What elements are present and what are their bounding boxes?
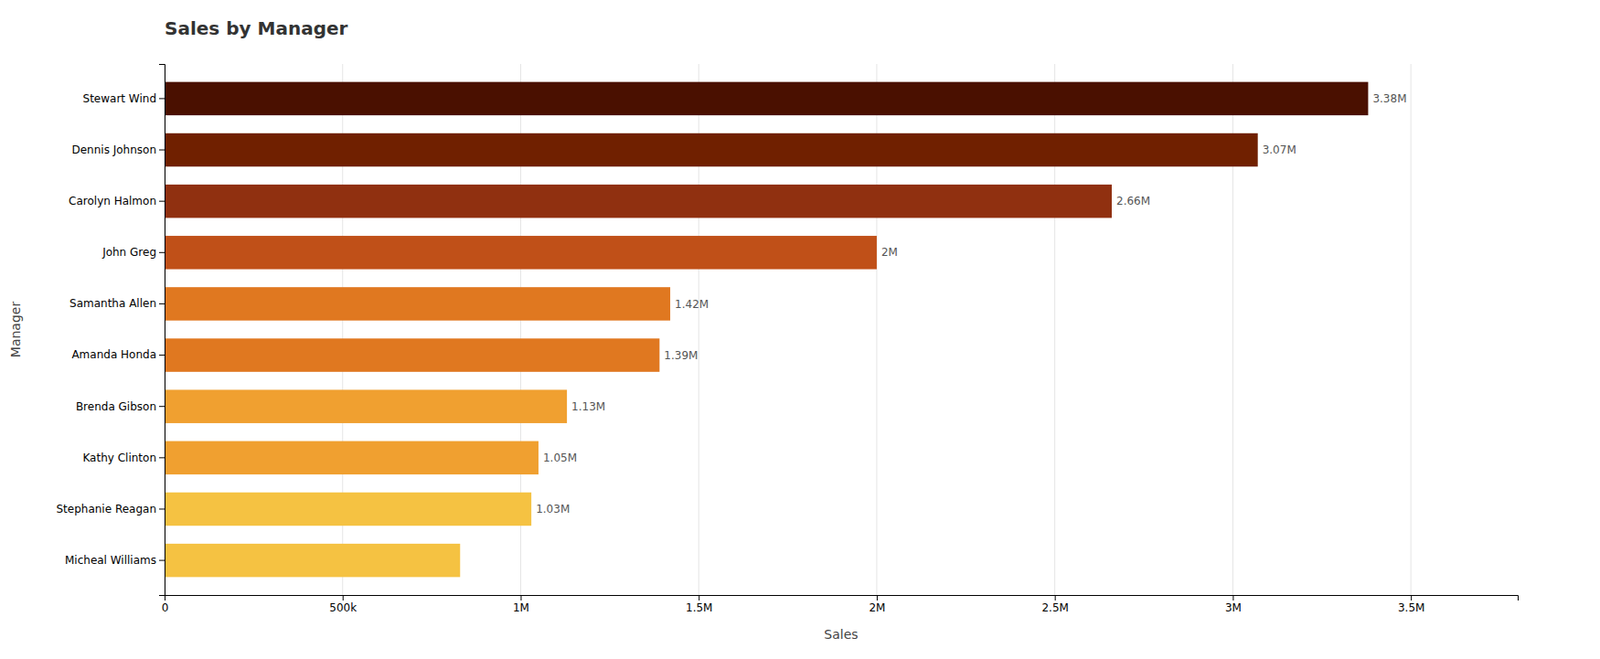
tick-mark: [159, 354, 165, 356]
axis-line: [165, 596, 1519, 602]
tick-mark: [342, 595, 344, 601]
tick: 1.5M: [685, 595, 713, 615]
tick-mark: [159, 560, 165, 562]
tick-mark: [159, 405, 165, 407]
data-labels: 1.03M 1.05M 1.13M 1.39M 1.42M 2M 2.66M 3.07M 3.3…: [535, 92, 1407, 516]
tick-label: 3.5M: [1397, 601, 1425, 615]
tick-mark: [159, 252, 165, 254]
data-label: 1.05M: [543, 451, 577, 465]
y-axis-title: Manager: [8, 301, 23, 359]
tick-label: Amanda Honda: [71, 348, 157, 362]
tick-mark: [1055, 595, 1056, 601]
tick: Kathy Clinton: [82, 451, 165, 465]
tick-label: 1M: [512, 601, 530, 615]
tick: Micheal Williams: [64, 554, 165, 567]
tick: Amanda Honda: [71, 348, 165, 362]
tick-label: Samantha Allen: [69, 297, 157, 310]
data-label: 1.03M: [535, 502, 570, 516]
tick-label: 0: [161, 601, 170, 615]
tick-label: John Greg: [101, 245, 157, 259]
bar: [164, 184, 1112, 218]
data-label: 2.66M: [1116, 194, 1151, 208]
tick: 0: [161, 595, 170, 615]
title: Sales by Manager: [164, 17, 349, 40]
tick-label: Kathy Clinton: [82, 451, 157, 465]
x-axis: 0 500k 1M 1.5M 2M 2.5M 3M 3.5M: [161, 595, 1519, 615]
tick: 500k: [329, 595, 357, 615]
tick-label: Stephanie Reagan: [55, 502, 157, 516]
x-axis-title: Sales: [823, 627, 858, 642]
data-label: 1.42M: [674, 298, 709, 311]
tick: Brenda Gibson: [75, 400, 165, 414]
data-label: 3.07M: [1262, 143, 1297, 157]
tick-mark: [159, 97, 165, 99]
tick-mark: [876, 595, 878, 601]
tick: John Greg: [101, 245, 165, 259]
y-axis: Micheal Williams Stephanie Reagan Kathy Cl…: [55, 64, 165, 597]
bar: [164, 544, 460, 577]
tick-label: Carolyn Halmon: [68, 194, 157, 208]
tick-mark: [159, 201, 165, 203]
tick-mark: [159, 508, 165, 510]
tick-label: 500k: [329, 601, 357, 615]
axis-line: [159, 64, 166, 597]
tick-mark: [1410, 595, 1412, 601]
data-label: 1.13M: [571, 400, 606, 414]
tick-label: 3M: [1225, 601, 1242, 615]
tick: Stephanie Reagan: [55, 502, 165, 516]
tick: Carolyn Halmon: [68, 194, 165, 208]
bars: [164, 82, 1368, 578]
bar: [164, 338, 660, 372]
bar: [164, 389, 567, 423]
tick-mark: [159, 457, 165, 459]
tick: 2M: [868, 595, 886, 615]
bar: [164, 441, 539, 475]
tick-label: 2.5M: [1041, 601, 1068, 615]
chart: 1.03M 1.05M 1.13M 1.39M 1.42M 2M 2.66M 3.07M 3.3…: [0, 0, 1600, 659]
tick-label: Brenda Gibson: [75, 400, 157, 414]
tick: 3M: [1225, 595, 1242, 615]
grid: [164, 64, 1411, 596]
tick-mark: [1232, 595, 1234, 601]
tick-label: Dennis Johnson: [71, 143, 157, 157]
tick-label: 1.5M: [685, 601, 713, 615]
data-label: 1.39M: [663, 349, 698, 363]
tick: 2.5M: [1041, 595, 1068, 615]
tick-label: 2M: [868, 601, 886, 615]
bar: [164, 235, 877, 269]
tick-mark: [520, 595, 522, 601]
tick-mark: [159, 149, 165, 151]
bar: [164, 82, 1368, 116]
tick-mark: [159, 303, 165, 305]
tick-mark: [698, 595, 700, 601]
plot: 1.03M 1.05M 1.13M 1.39M 1.42M 2M 2.66M 3.07M 3.3…: [55, 64, 1518, 615]
tick: 1M: [512, 595, 530, 615]
tick: Dennis Johnson: [71, 143, 165, 157]
bar: [164, 492, 532, 526]
bar: [164, 133, 1259, 167]
tick-label: Stewart Wind: [83, 92, 157, 106]
tick: Samantha Allen: [69, 297, 165, 310]
data-label: 3.38M: [1372, 92, 1407, 106]
data-label: 2M: [881, 245, 898, 259]
bar: [164, 287, 671, 320]
tick-label: Micheal Williams: [64, 554, 157, 567]
grid-line: [1410, 64, 1412, 596]
tick: Stewart Wind: [83, 92, 165, 106]
tick: 3.5M: [1397, 595, 1425, 615]
